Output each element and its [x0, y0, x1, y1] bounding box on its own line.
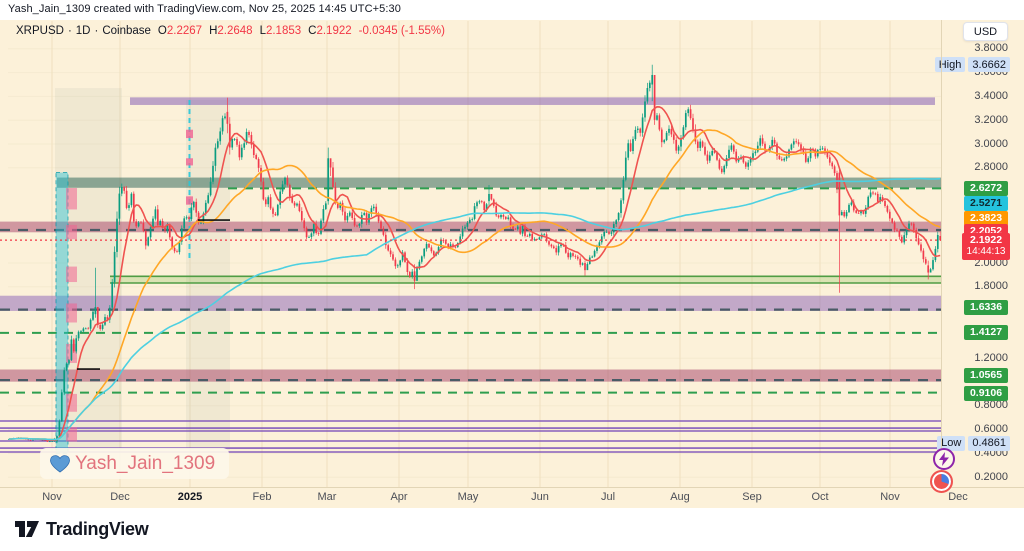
price-tick: 1.2000: [974, 351, 1008, 364]
candles-layer: [8, 64, 941, 444]
time-axis[interactable]: Nov Dec 2025 Feb Mar Apr May Jun Jul Aug Sep Oct Nov…: [0, 488, 1024, 508]
symbol-legend[interactable]: XRPUSD · 1D · Coinbase O2.2267 H2.2648 L2.1853 C…: [16, 25, 445, 37]
supply-zone: [57, 177, 941, 188]
resistance-zone: [130, 97, 935, 105]
time-axis-divider: [0, 487, 1024, 488]
username-watermark: Yash_Jain_1309: [40, 448, 230, 479]
time-tick-jul: Jul: [600, 491, 616, 503]
time-tick-jun: Jun: [531, 491, 549, 503]
time-tick-sep: Sep: [742, 491, 762, 503]
zone-1.66: [0, 295, 941, 311]
price-tick: 0.6000: [974, 423, 1008, 436]
high-marker-label: High 3.6662: [934, 57, 1010, 73]
price-level-label: 2.3823: [964, 210, 1008, 226]
price-tick: 3.0000: [974, 137, 1008, 150]
interval-label[interactable]: 1D: [75, 25, 91, 37]
time-tick-may: May: [457, 491, 479, 503]
close-value: 2.1922: [316, 25, 352, 37]
tradingview-logo[interactable]: TradingView: [14, 518, 149, 540]
heart-icon: [50, 454, 70, 472]
price-axis[interactable]: 3.8000 3.6000 3.4000 3.2000 3.0000 2.8000 2.00…: [934, 20, 1024, 487]
change-value: -0.0345 (-1.55%): [358, 25, 445, 37]
ma-slow: [8, 177, 941, 441]
time-tick-2025: 2025: [177, 491, 203, 503]
axis-divider: [941, 20, 942, 488]
high-value: 2.2648: [217, 25, 253, 37]
attribution-text: Yash_Jain_1309 created with TradingView.…: [8, 3, 401, 15]
zone-1.05: [0, 369, 941, 382]
price-tick: 3.4000: [974, 89, 1008, 102]
ma-medium: [8, 129, 941, 441]
current-price-label: 2.1922 14:44:13: [962, 232, 1010, 260]
symbol-name[interactable]: XRPUSD: [16, 25, 64, 37]
price-level-label: 2.6272: [964, 180, 1008, 196]
time-tick-dec: Dec: [110, 491, 130, 503]
ma-fast: [8, 105, 941, 441]
time-tick-feb: Feb: [252, 491, 272, 503]
watermark-text: Yash_Jain_1309: [75, 452, 216, 474]
time-tick-dec: Dec: [948, 491, 968, 503]
price-level-label: 1.6336: [964, 299, 1008, 315]
pie-chart-icon[interactable]: [930, 470, 953, 493]
separator: ·: [94, 25, 99, 37]
price-level-label: 0.9106: [964, 385, 1008, 401]
price-level-label: 2.5271: [964, 195, 1008, 211]
price-tick: 2.0000: [974, 256, 1008, 269]
high-label: H: [209, 25, 218, 37]
separator: ·: [67, 25, 72, 37]
footer-bar: TradingView: [0, 508, 1024, 551]
zone-2.30: [0, 221, 941, 233]
price-tick: 3.2000: [974, 113, 1008, 126]
low-label: L: [259, 25, 266, 37]
time-tick-nov: Nov: [880, 491, 900, 503]
time-tick-nov: Nov: [42, 491, 62, 503]
attribution-bar: Yash_Jain_1309 created with TradingView.…: [0, 0, 1024, 20]
lightning-icon[interactable]: [933, 448, 955, 470]
time-tick-aug: Aug: [670, 491, 690, 503]
price-tick: 3.8000: [974, 42, 1008, 55]
close-label: C: [308, 25, 317, 37]
tradingview-logo-icon: [15, 521, 39, 537]
price-tick: 0.2000: [974, 470, 1008, 483]
price-tick: 0.8000: [974, 399, 1008, 412]
time-tick-oct: Oct: [811, 491, 829, 503]
price-tick: 2.8000: [974, 161, 1008, 174]
currency-toggle-button[interactable]: USD: [963, 22, 1008, 41]
exchange-label[interactable]: Coinbase: [102, 25, 151, 37]
channel-fill: [110, 276, 941, 283]
low-value: 2.1853: [265, 25, 302, 37]
price-level-label: 1.0565: [964, 367, 1008, 383]
time-tick-mar: Mar: [317, 491, 337, 503]
open-value: 2.2267: [166, 25, 203, 37]
low-marker-label: Low 0.4861: [937, 435, 1010, 451]
tradingview-logo-text: TradingView: [46, 518, 149, 539]
price-tick: 1.8000: [974, 280, 1008, 293]
open-label: O: [157, 25, 167, 37]
price-level-label: 1.4127: [964, 324, 1008, 340]
time-tick-apr: Apr: [390, 491, 408, 503]
